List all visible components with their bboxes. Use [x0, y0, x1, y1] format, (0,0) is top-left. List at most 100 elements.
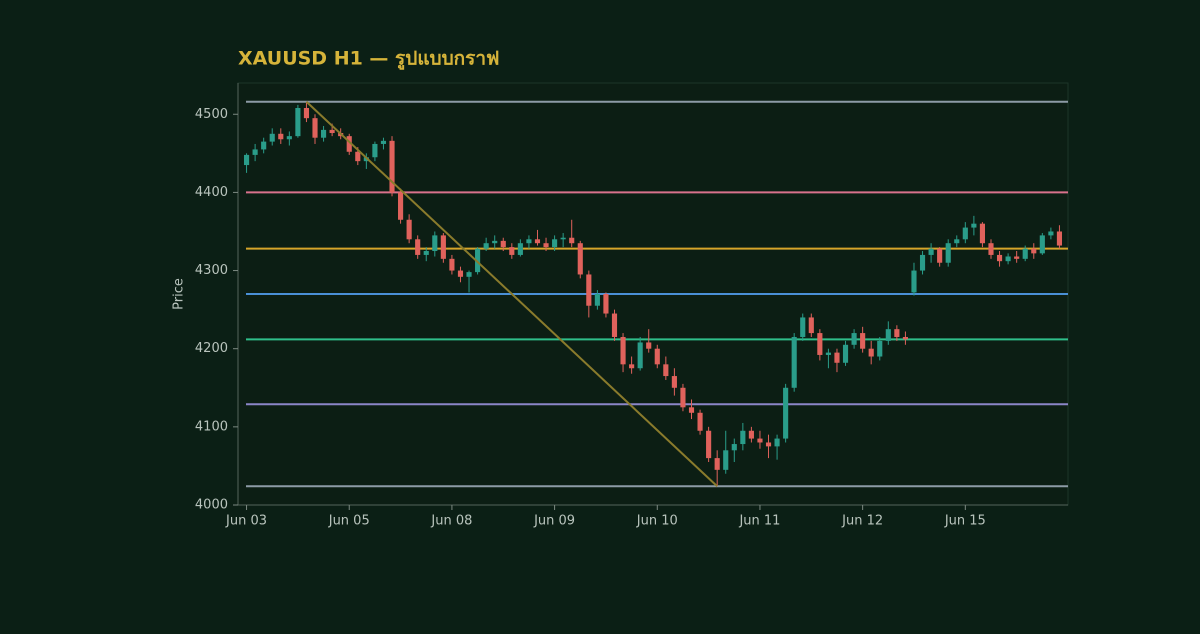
- candle-body: [594, 294, 600, 306]
- candle-body: [971, 223, 977, 228]
- candle-body: [688, 407, 695, 413]
- candle-body: [928, 248, 934, 255]
- candle-body: [295, 108, 301, 137]
- candle-body: [654, 348, 660, 365]
- candle-body: [389, 140, 395, 193]
- candle-body: [1048, 231, 1054, 236]
- candle-body: [543, 243, 549, 248]
- candle-body: [534, 239, 541, 244]
- candle-body: [937, 248, 943, 263]
- candle-body: [954, 239, 960, 244]
- candle-body: [552, 239, 558, 248]
- candle-body: [500, 240, 506, 248]
- y-tick-label: 4500: [195, 107, 228, 122]
- candle-body: [731, 444, 737, 451]
- y-tick-label: 4200: [195, 341, 228, 356]
- candle-body: [851, 333, 857, 345]
- candle-body: [1039, 235, 1045, 254]
- candle-body: [817, 333, 823, 355]
- candle-body: [637, 342, 643, 369]
- candle-body: [475, 248, 481, 273]
- candle-body: [509, 247, 515, 255]
- candle-body: [825, 352, 831, 355]
- y-axis-label: Price: [172, 278, 187, 310]
- candle-body: [517, 243, 523, 255]
- candle-body: [996, 254, 1003, 262]
- candle-body: [457, 270, 464, 277]
- candle-body: [440, 235, 446, 259]
- candle-body: [680, 387, 686, 408]
- candle-body: [269, 133, 275, 142]
- candle-body: [800, 317, 806, 337]
- candle-body: [243, 154, 250, 166]
- candle-body: [449, 258, 455, 271]
- x-tick-label: Jun 05: [328, 514, 370, 529]
- candle-body: [346, 136, 352, 152]
- candle-body: [919, 254, 926, 271]
- candle-body: [765, 442, 772, 447]
- candle-body: [902, 336, 908, 340]
- candle-body: [1022, 248, 1028, 259]
- candle-body: [783, 387, 789, 439]
- candle-body: [329, 129, 335, 134]
- candle-body: [278, 133, 284, 140]
- candle-body: [646, 342, 652, 349]
- candle-body: [885, 329, 891, 341]
- x-tick-label: Jun 08: [430, 514, 472, 529]
- candle-body: [1005, 256, 1011, 262]
- candle-body: [740, 430, 746, 445]
- candle-body: [774, 438, 780, 447]
- candle-body: [569, 237, 575, 244]
- trend-line: [305, 101, 718, 487]
- candle-body: [945, 243, 951, 263]
- y-tick-label: 4300: [195, 263, 228, 278]
- candle-body: [526, 239, 532, 244]
- x-tick-label: Jun 12: [841, 514, 883, 529]
- candle-body: [706, 430, 712, 459]
- candle-body: [663, 364, 669, 377]
- candle-body: [303, 108, 310, 119]
- candle-body: [1056, 231, 1063, 246]
- candle-body: [757, 438, 763, 443]
- candle-body: [560, 237, 566, 240]
- chart-title: XAUUSD H1 — รูปแบบกราฟ: [238, 48, 500, 71]
- candle-body: [697, 412, 703, 431]
- candle-body: [962, 227, 968, 240]
- candle-body: [808, 317, 814, 334]
- candle-body: [586, 274, 592, 306]
- candle-body: [406, 219, 412, 240]
- candle-body: [1014, 256, 1020, 259]
- candle-body: [603, 294, 609, 314]
- x-tick-label: Jun 03: [225, 514, 267, 529]
- candle-body: [714, 458, 720, 470]
- candle-body: [432, 235, 438, 252]
- x-tick-label: Jun 10: [636, 514, 678, 529]
- candle-body: [860, 333, 866, 349]
- candle-body: [423, 251, 429, 255]
- candle-body: [842, 344, 849, 363]
- candle-body: [748, 430, 754, 439]
- x-tick-label: Jun 15: [944, 514, 986, 529]
- candle-body: [372, 143, 378, 158]
- candle-body: [380, 140, 387, 144]
- candle-body: [723, 450, 729, 470]
- candle-body: [398, 192, 404, 220]
- y-tick-label: 4400: [195, 185, 228, 200]
- candle-body: [629, 364, 635, 369]
- x-tick-label: Jun 11: [738, 514, 780, 529]
- candle-body: [415, 239, 421, 255]
- candle-body: [911, 270, 917, 293]
- candle-body: [620, 336, 626, 365]
- candle-body: [834, 352, 840, 363]
- candle-body: [286, 136, 292, 140]
- candle-body: [894, 329, 900, 337]
- candle-body: [261, 141, 267, 150]
- y-tick-label: 4000: [195, 498, 228, 513]
- candle-body: [979, 223, 985, 244]
- candle-body: [577, 243, 583, 275]
- candle-body: [252, 149, 258, 155]
- candle-body: [611, 313, 618, 337]
- candle-body: [868, 348, 874, 357]
